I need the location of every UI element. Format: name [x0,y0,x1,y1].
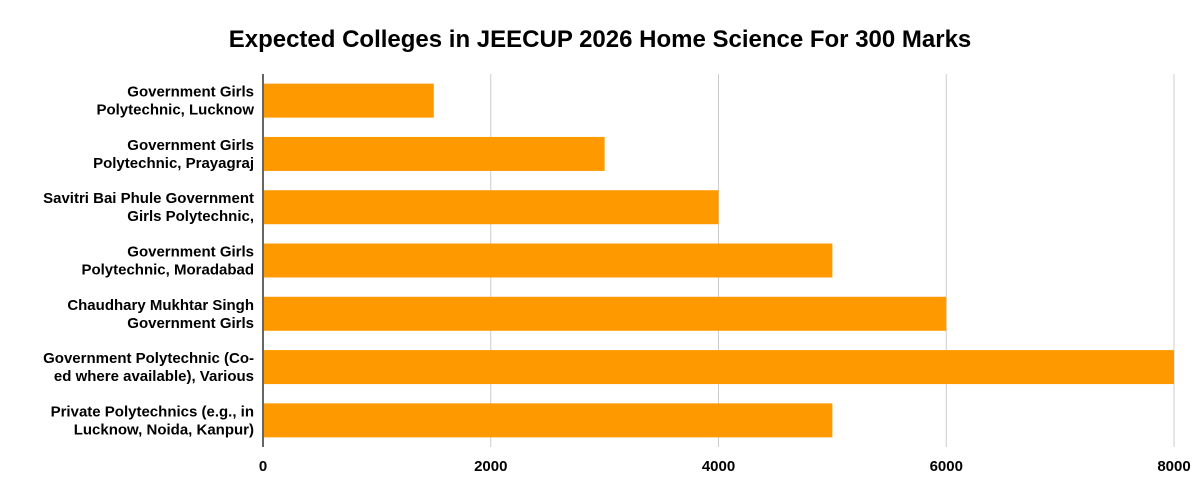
category-label-line: Government Polytechnic (Co- [43,350,254,367]
category-label-line: Polytechnic, Lucknow [96,102,254,119]
category-label-line: Government Girls [127,137,254,154]
bar [264,403,833,438]
category-label-line: Government Girls [127,244,254,261]
bars [264,83,1174,438]
bar [264,296,947,331]
category-label-line: Lucknow, Noida, Kanpur) [74,421,254,438]
x-tick-labels: 0 2000 4000 6000 8000 [259,458,1191,475]
category-label-line: Government Girls [127,315,254,332]
x-tick-label: 8000 [1157,458,1190,475]
category-label-line: Private Polytechnics (e.g., in [51,403,254,420]
category-label: Government Girls Polytechnic, Moradabad [81,244,254,279]
category-label-line: Savitri Bai Phule Government [43,190,254,207]
chart-title: Expected Colleges in JEECUP 2026 Home Sc… [228,26,972,53]
bar [264,243,833,278]
bar [264,190,719,225]
category-label-line: Polytechnic, Prayagraj [93,155,254,172]
category-label: Private Polytechnics (e.g., in Lucknow, N… [51,403,254,438]
x-tick-label: 6000 [930,458,963,475]
x-tick-label: 0 [259,458,267,475]
bar [264,136,605,171]
category-label-line: Chaudhary Mukhtar Singh [67,297,254,314]
category-label-line: Polytechnic, Moradabad [81,262,254,279]
bar [264,83,434,118]
category-label: Government Girls Polytechnic, Prayagraj [93,137,254,172]
bar [264,350,1174,385]
x-tick-label: 4000 [702,458,735,475]
category-label: Chaudhary Mukhtar Singh Government Girls [67,297,254,332]
x-tick-label: 2000 [474,458,507,475]
category-label: Government Girls Polytechnic, Lucknow [96,84,254,119]
category-label-line: Girls Polytechnic, [127,208,254,225]
category-label: Savitri Bai Phule Government Girls Polyte… [43,190,254,225]
category-label-line: ed where available), Various [54,368,254,385]
category-label: Government Polytechnic (Co-ed where avai… [43,350,254,385]
category-labels: Government Girls Polytechnic, LucknowGove… [43,84,254,439]
category-label-line: Government Girls [127,84,254,101]
